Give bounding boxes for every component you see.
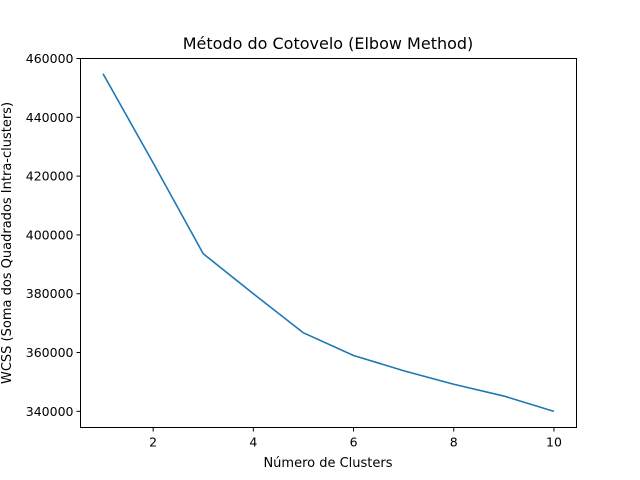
y-tick-label: 440000 [26, 110, 74, 125]
x-tick-label: 10 [546, 435, 562, 450]
y-tick-label: 360000 [26, 345, 74, 360]
chart-title: Método do Cotovelo (Elbow Method) [183, 34, 474, 53]
y-tick-label: 400000 [26, 227, 74, 242]
plot-area [102, 73, 555, 413]
x-axis: 2 4 6 8 10 [149, 427, 562, 450]
y-tick-label: 340000 [26, 404, 74, 419]
series-line-0 [102, 73, 555, 413]
x-tick-label: 6 [350, 435, 358, 450]
x-tick-label: 2 [149, 435, 157, 450]
y-tick-label: 420000 [26, 169, 74, 184]
x-tick-label: 4 [249, 435, 257, 450]
x-tick-label: 8 [450, 435, 458, 450]
y-tick-label: 380000 [26, 286, 74, 301]
y-axis-label: WCSS (Soma dos Quadrados Intra-clusters) [0, 102, 15, 384]
y-axis: 340000 360000 380000 400000 420000 440000 4600… [26, 51, 81, 419]
plot-frame [80, 58, 577, 428]
x-axis-label: Número de Clusters [263, 456, 392, 471]
y-tick-label: 460000 [26, 51, 74, 66]
